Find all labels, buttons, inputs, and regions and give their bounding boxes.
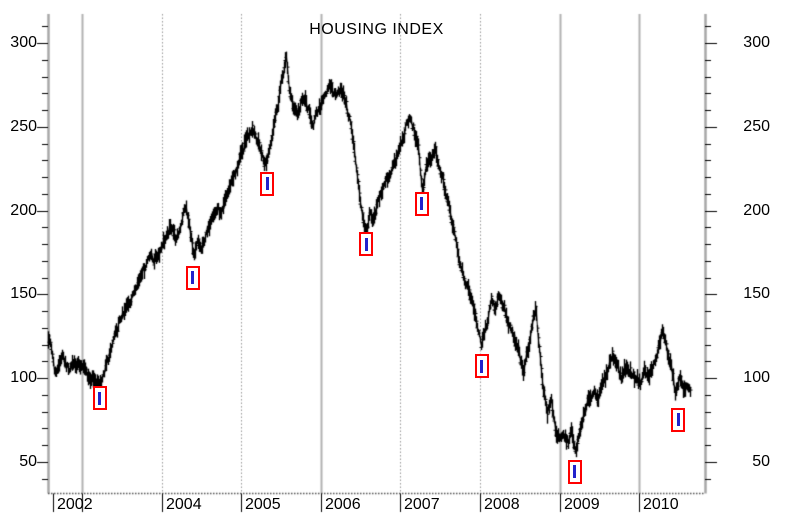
y-axis-tick-label-right: 200 bbox=[743, 201, 770, 219]
signal-marker-line bbox=[573, 465, 577, 479]
year-label: 2010 bbox=[643, 496, 679, 513]
year-label: 2008 bbox=[484, 496, 520, 513]
signal-marker-box bbox=[92, 386, 107, 411]
year-label: 2006 bbox=[325, 496, 361, 513]
y-axis-tick-label-left: 200 bbox=[10, 201, 37, 219]
y-axis-tick-label-left: 100 bbox=[10, 369, 37, 386]
signal-marker-line bbox=[480, 359, 484, 373]
signal-marker-line bbox=[364, 237, 368, 251]
signal-marker-box bbox=[359, 232, 374, 256]
y-axis-tick-label-left: 150 bbox=[10, 285, 37, 303]
y-axis-tick-label-right: 150 bbox=[743, 285, 770, 303]
y-axis-tick-label-right: 50 bbox=[752, 452, 770, 470]
signal-marker-box bbox=[671, 407, 686, 432]
signal-marker-line bbox=[98, 391, 101, 405]
signal-marker-box bbox=[474, 354, 489, 379]
signal-marker-box bbox=[567, 459, 582, 484]
y-axis-tick-label-left: 50 bbox=[19, 452, 37, 470]
signal-marker-box bbox=[260, 171, 275, 196]
y-axis-tick-label-right: 250 bbox=[743, 117, 770, 135]
signal-marker-line bbox=[420, 197, 424, 211]
signal-marker-line bbox=[265, 177, 269, 191]
signal-marker-line bbox=[191, 271, 195, 284]
year-label: 2002 bbox=[57, 496, 93, 513]
year-label: 2005 bbox=[245, 496, 281, 513]
y-axis-tick-label-left: 250 bbox=[10, 117, 37, 135]
y-axis-tick-label-right: 100 bbox=[743, 369, 770, 386]
y-axis-tick-label-left: 300 bbox=[10, 34, 37, 51]
signal-marker-box bbox=[185, 265, 200, 290]
year-label: 2007 bbox=[404, 496, 440, 513]
y-axis-tick-label-right: 300 bbox=[743, 34, 770, 51]
year-label: 2009 bbox=[564, 496, 600, 513]
signal-marker-box bbox=[414, 191, 429, 216]
signal-marker-line bbox=[676, 413, 680, 427]
chart-title: HOUSING INDEX bbox=[309, 21, 444, 38]
year-label: 2004 bbox=[166, 496, 202, 513]
